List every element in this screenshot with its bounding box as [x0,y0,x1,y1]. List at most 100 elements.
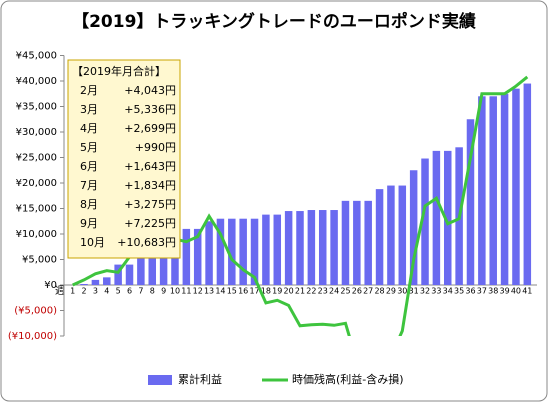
bar [500,93,509,285]
x-tick-label: 5 [116,287,121,296]
bar [284,211,293,285]
bar [318,210,327,285]
x-tick-label: 37 [477,287,487,296]
y-tick-label: ¥40,000 [16,76,57,87]
x-tick-label: 19 [272,287,282,296]
x-tick-label: 17 [249,287,259,296]
x-tick-label: 29 [386,287,396,296]
bar [398,185,407,285]
bar [296,211,304,285]
x-tick-label: 33 [431,287,441,296]
annotation-month: 3月 [80,103,98,116]
bar [182,228,191,285]
legend-label: 時価残高(利益-含み損) [292,372,404,386]
annotation-value: +990円 [135,141,176,154]
y-tick-label: ¥5,000 [22,255,57,266]
bar [273,214,282,285]
legend-label: 累計利益 [178,372,222,386]
y-tick-label: ¥15,000 [16,204,57,215]
x-tick-label: 16 [238,287,248,296]
bar [228,218,236,285]
y-tick-label: ¥45,000 [16,51,57,62]
x-tick-label: 9 [161,287,166,296]
bar [103,277,111,285]
bar [444,150,452,285]
y-tick-label: ¥20,000 [16,178,57,189]
bar [341,200,350,285]
x-tick-label: 1 [70,287,75,296]
bar [171,239,179,285]
annotation-month: 7月 [80,179,98,192]
bar [478,96,486,285]
x-tick-label: 21 [295,287,305,296]
x-tick-label: 28 [374,287,384,296]
bar [523,83,532,285]
y-tick-label: (¥10,000) [8,331,57,342]
x-tick-label: 31 [409,287,419,296]
bar [330,210,338,285]
x-tick-label: 41 [522,287,532,296]
annotation-month: 9月 [80,217,98,230]
y-tick-label: ¥0 [44,280,57,291]
bar [114,264,122,285]
bar [148,244,156,285]
bar [91,279,100,285]
x-tick-label: 3 [93,287,98,296]
x-tick-label: 22 [306,287,316,296]
annotation-month: 5月 [80,141,98,154]
bar [159,241,168,285]
x-tick-label: 10 [170,287,180,296]
x-tick-label: 20 [284,287,294,296]
x-tick-label: 8 [150,287,155,296]
annotation-value: +1,834円 [124,179,176,192]
bar [364,200,372,285]
x-tick-label: 15 [227,287,237,296]
x-tick-label: 7 [138,287,143,296]
annotation-value: +4,043円 [124,84,176,97]
x-tick-label: 40 [511,287,521,296]
legend-swatch [148,375,172,385]
bar [466,119,475,285]
annotation-value: +5,336円 [124,103,176,116]
annotation-value: +10,683円 [117,236,176,249]
annotation-month: 8月 [80,198,98,211]
annotation-value: +3,275円 [124,198,176,211]
x-tick-label: 18 [261,287,271,296]
plot [72,75,532,336]
x-tick-label: 32 [420,287,430,296]
bar [125,264,134,285]
bar [250,218,259,285]
x-tick-label: 38 [488,287,498,296]
y-tick-label: ¥25,000 [16,153,57,164]
x-tick-label: 26 [352,287,362,296]
annotation-box [67,59,181,259]
annotation-month: 4月 [80,122,98,135]
x-tick-label: 24 [329,287,339,296]
bar [137,249,145,285]
x-tick-label: 6 [127,287,132,296]
x-tick-label: 2 [82,287,87,296]
bar [375,189,384,285]
x-tick-label: 34 [443,287,453,296]
bar [239,218,247,285]
bar [409,170,418,285]
y-tick-label: ¥30,000 [16,127,57,138]
bar [216,218,225,285]
bar [193,228,202,285]
x-tick-label: 11 [181,287,191,296]
x-tick-label: 13 [204,287,214,296]
x-tick-label: 35 [454,287,464,296]
x-tick-label: 30 [397,287,407,296]
y-tick-label: ¥35,000 [16,102,57,113]
annotation-value: +1,643円 [124,160,176,173]
y-tick-label: ¥10,000 [16,229,57,240]
bar [512,88,520,286]
x-tick-label: 14 [215,287,225,296]
bar [307,210,316,285]
bar [489,96,497,285]
x-axis-label: 週 [55,285,65,297]
bar [353,200,361,285]
x-tick-label: 36 [465,287,475,296]
x-tick-label: 27 [363,287,373,296]
